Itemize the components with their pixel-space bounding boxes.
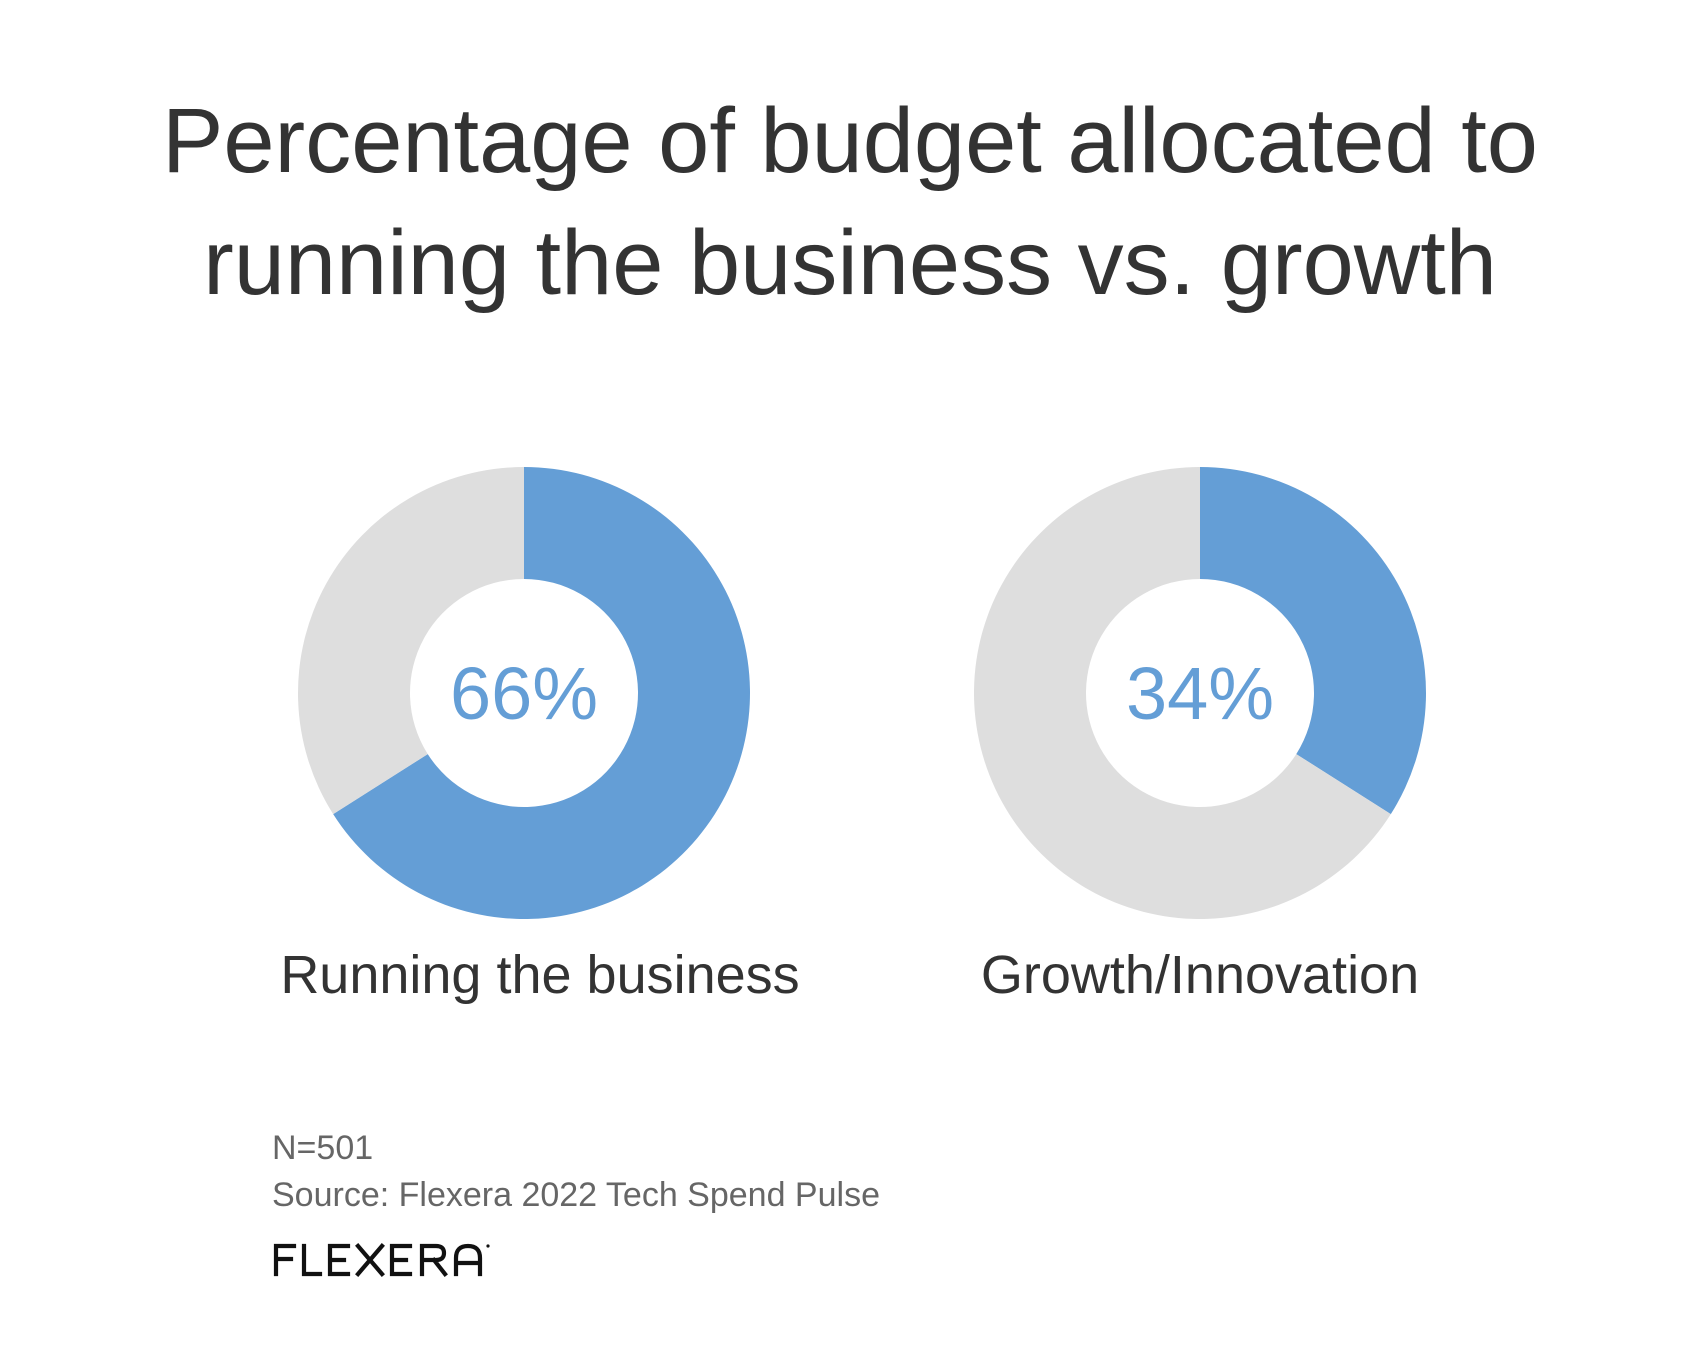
- donut-running-the-business: 66% Running the business: [280, 467, 800, 1005]
- donut-category-label: Running the business: [280, 945, 799, 1005]
- donut-value-label: 66%: [450, 652, 598, 735]
- sample-size-note: N=501: [272, 1129, 374, 1167]
- chart-title: Percentage of budget allocated to runnin…: [0, 80, 1700, 324]
- donut-slice-highlight: [333, 467, 750, 920]
- donut-growth-innovation: 34% Growth/Innovation: [973, 467, 1426, 1005]
- donut-slice-remainder: [973, 467, 1391, 920]
- flexera-logo: [272, 1232, 512, 1280]
- chart-title-line-2: running the business vs. growth: [203, 212, 1497, 314]
- chart-title-line-1: Percentage of budget allocated to: [162, 90, 1538, 192]
- donut-category-label: Growth/Innovation: [981, 945, 1419, 1005]
- donut-slice-highlight: [1200, 467, 1426, 815]
- donut-slice-remainder: [297, 467, 524, 815]
- source-note: Source: Flexera 2022 Tech Spend Pulse: [272, 1176, 880, 1214]
- donut-value-label: 34%: [1126, 652, 1274, 735]
